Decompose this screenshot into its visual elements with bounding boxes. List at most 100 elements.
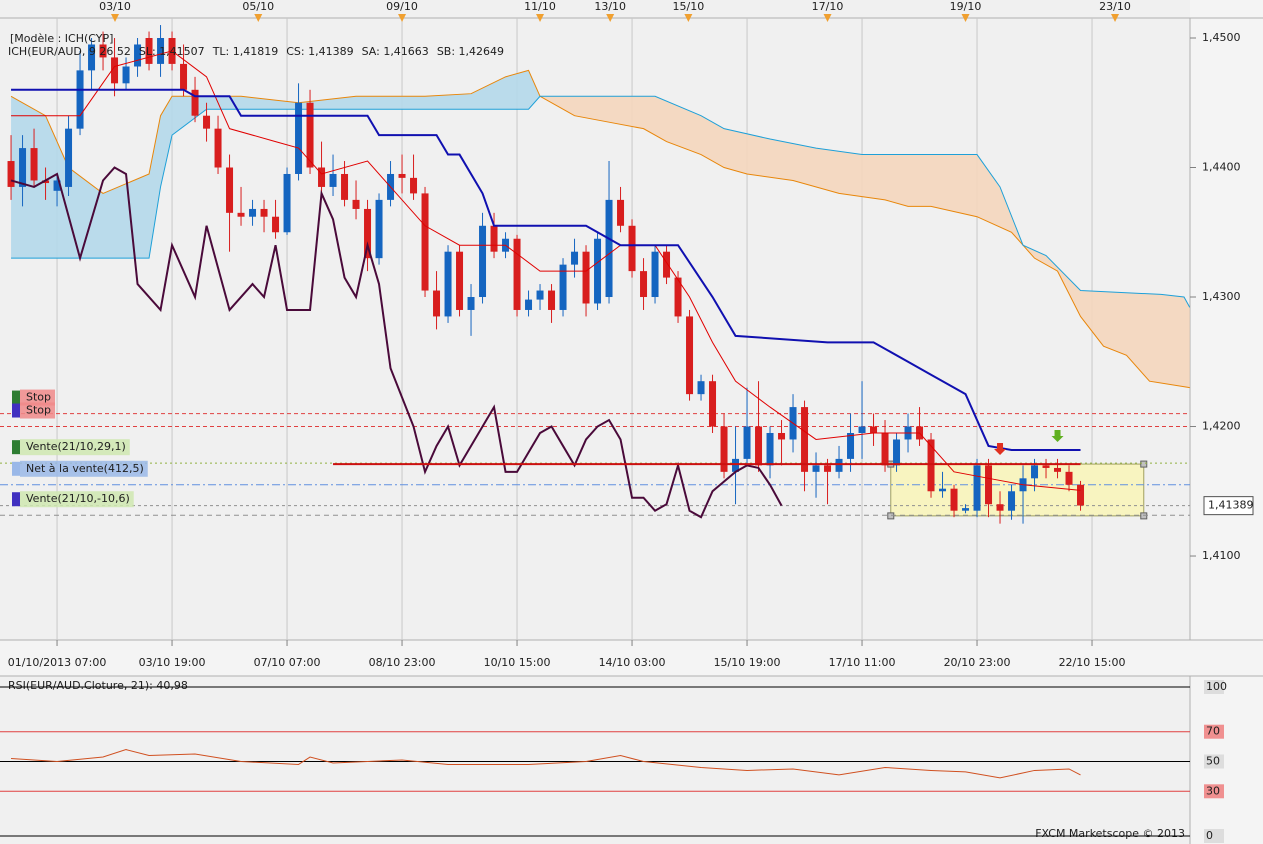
date-marker [110, 14, 119, 22]
x-tick-label: 01/10/2013 07:00 [8, 656, 107, 669]
candle-body [674, 277, 682, 317]
candle-body [824, 465, 832, 472]
x-tick-label: 20/10 23:00 [944, 656, 1011, 669]
candle-body [732, 458, 740, 472]
candle-body [237, 212, 245, 217]
x-tick-label: 03/10 19:00 [139, 656, 206, 669]
order-marker [12, 403, 20, 418]
candle-body [490, 225, 498, 252]
candle-body [973, 465, 981, 511]
top-date-label: 11/10 [524, 0, 556, 13]
candle-body [191, 89, 199, 116]
date-marker [606, 14, 615, 22]
order-label: Vente(21/10,29,1) [26, 440, 126, 453]
candle-body [927, 439, 935, 492]
x-tick-label: 15/10 19:00 [714, 656, 781, 669]
y-tick-label: 1,4500 [1202, 31, 1241, 44]
top-date-label: 17/10 [812, 0, 844, 13]
cloud-fill [11, 70, 543, 259]
legend-entry: SL: 1,41507 [139, 45, 205, 58]
candle-body [548, 290, 556, 310]
candle-body [605, 199, 613, 298]
y-tick-box [1204, 754, 1224, 769]
date-marker [254, 14, 263, 22]
candle-body [755, 426, 763, 466]
order-marker [12, 440, 20, 455]
candle-body [709, 381, 717, 427]
candle-body [743, 426, 751, 459]
candle-body [433, 290, 441, 317]
candle-body [594, 238, 602, 304]
candle-body [352, 199, 360, 209]
x-tick-label: 07/10 07:00 [254, 656, 321, 669]
candle-body [628, 225, 636, 272]
rsi-line [11, 749, 1081, 779]
price-tag-label: 1,41389 [1208, 499, 1254, 512]
order-box [20, 460, 148, 477]
candle-body [53, 180, 61, 191]
legend-entry: TL: 1,41819 [212, 45, 279, 58]
candle-body [582, 251, 590, 304]
candle-body [272, 216, 280, 233]
date-marker [1111, 14, 1120, 22]
date-marker [961, 14, 970, 22]
y-tick-label: 1,4200 [1202, 420, 1241, 433]
candle-body [410, 177, 418, 194]
top-date-label: 19/10 [950, 0, 982, 13]
candle-body [7, 161, 15, 187]
candle-body [1054, 467, 1062, 472]
top-date-label: 15/10 [673, 0, 705, 13]
candle-body [375, 199, 383, 259]
candle-body [525, 299, 533, 310]
candle-body [766, 432, 774, 466]
candle-body [479, 225, 487, 298]
top-date-label: 23/10 [1099, 0, 1131, 13]
candle-body [651, 251, 659, 298]
date-marker [536, 14, 545, 22]
price-tag [1203, 496, 1254, 516]
y-tick-label: 50 [1206, 755, 1220, 768]
candle-body [858, 426, 866, 433]
candle-body [1008, 491, 1016, 511]
candle-body [134, 44, 142, 67]
y-tick-box [1204, 724, 1224, 739]
date-marker [398, 14, 407, 22]
candle-body [893, 439, 901, 466]
candle-body [1065, 471, 1073, 485]
x-tick-label: 08/10 23:00 [369, 656, 436, 669]
date-marker [823, 14, 832, 22]
candle-body [203, 115, 211, 129]
order-box [20, 439, 130, 456]
candle-body [640, 271, 648, 298]
candle-body [111, 57, 119, 84]
signal-arrow [994, 443, 1007, 456]
candle-body [985, 465, 993, 505]
y-tick-label: 100 [1206, 680, 1227, 693]
candle-body [962, 508, 970, 511]
line [10, 166, 783, 519]
y-tick-box [1204, 784, 1224, 799]
order-marker [12, 461, 20, 476]
legend-entry: SB: 1,42649 [437, 45, 504, 58]
order-label: Stop [26, 391, 51, 404]
candle-body [214, 128, 222, 168]
order-label: Net à la vente(412,5) [26, 462, 144, 475]
candle-body [812, 465, 820, 472]
main-plot [0, 18, 1190, 640]
x-tick-label: 14/10 03:00 [599, 656, 666, 669]
candle-body [778, 432, 786, 440]
candle-body [341, 173, 349, 200]
candle-body [157, 38, 165, 64]
candle-body [697, 381, 705, 395]
x-tick-label: 17/10 11:00 [829, 656, 896, 669]
candle-body [467, 297, 475, 310]
header: [Modèle : ICH(CYP] [10, 32, 113, 45]
candle-body [847, 432, 855, 459]
candle-body [226, 167, 234, 213]
zone-handle [1140, 512, 1148, 520]
line [11, 50, 1081, 491]
candle-body [180, 63, 188, 90]
candle-body [1031, 465, 1039, 479]
